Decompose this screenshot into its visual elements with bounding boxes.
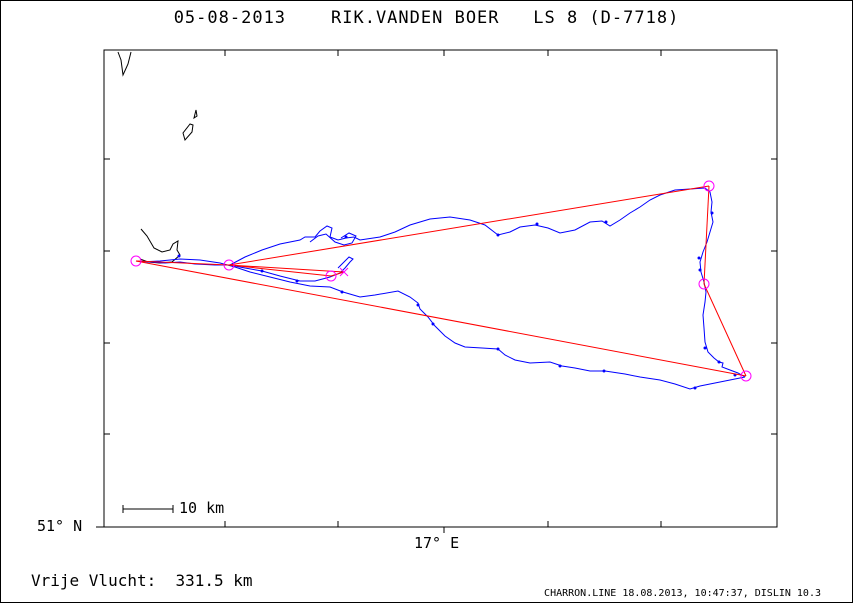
- distance-line: Vrije Vlucht: 331.5 km: [31, 571, 253, 590]
- map-title: 05-08-2013 RIK.VANDEN BOER LS 8 (D-7718): [0, 8, 853, 28]
- scale-label: 10 km: [179, 499, 225, 517]
- flight-track: [135, 187, 746, 390]
- glider-id: LS 8 (D-7718): [533, 8, 680, 28]
- turnpoint-1: [223, 259, 235, 271]
- flight-date: 05-08-2013: [173, 8, 287, 28]
- distance-value: 331.5 km: [175, 571, 253, 590]
- turnpoint-3: [703, 180, 715, 192]
- finish-marker: [339, 267, 349, 277]
- turnpoints: [130, 180, 752, 382]
- terrain-outlines: [117, 51, 198, 264]
- longitude-label: 17° E: [414, 534, 460, 552]
- latitude-label: 51° N: [37, 517, 83, 535]
- track-markers: [177, 211, 737, 390]
- turnpoint-2: [325, 270, 337, 282]
- footer-credit: CHARRON.LINE 18.08.2013, 10:47:37, DISLI…: [544, 588, 821, 599]
- map-frame: [103, 49, 778, 528]
- pilot-name: RIK.VANDEN BOER: [331, 8, 500, 28]
- turnpoint-4: [698, 278, 710, 290]
- task-legs: [135, 185, 747, 377]
- distance-label: Vrije Vlucht:: [31, 571, 157, 590]
- x-ticks: [224, 50, 662, 533]
- turnpoint-start: [130, 255, 142, 267]
- y-ticks: [96, 158, 777, 528]
- scale-bar: [122, 505, 174, 513]
- turnpoint-5: [740, 370, 752, 382]
